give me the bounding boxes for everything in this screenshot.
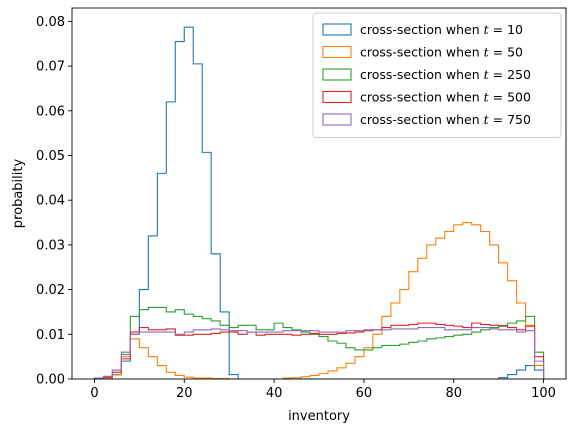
axes-frame — [71, 7, 567, 380]
y-tick-label: 0.08 — [36, 15, 65, 30]
y-tick-label: 0.02 — [36, 283, 65, 298]
legend-swatch — [322, 90, 352, 104]
legend-swatch — [322, 113, 352, 126]
legend-swatch — [322, 68, 352, 81]
x-tick-label: 40 — [266, 386, 283, 401]
series-step-3 — [93, 306, 545, 379]
y-tick-label: 0.05 — [36, 149, 65, 164]
x-tick-label: 60 — [356, 386, 373, 401]
legend-label: cross-section when t = 50 — [360, 45, 523, 60]
y-tick-label: 0.03 — [36, 238, 65, 253]
y-tick-label: 0.07 — [36, 60, 65, 75]
y-tick-label: 0.00 — [36, 373, 65, 388]
x-axis-title: inventory — [288, 409, 350, 424]
y-tick-label: 0.04 — [36, 194, 65, 209]
legend-label: cross-section when t = 250 — [360, 67, 531, 82]
x-tick-label: 20 — [176, 386, 193, 401]
legend-label: cross-section when t = 500 — [360, 90, 531, 105]
x-tick-label: 80 — [445, 386, 462, 401]
series-step-2 — [93, 222, 545, 380]
axes-layer: 0 20 40 60 80 100 0.00 0.01 0.02 0.03 0.04 0.05 0.06… — [36, 7, 567, 401]
x-tick-label: 100 — [531, 386, 556, 401]
legend-label: cross-section when t = 750 — [360, 112, 531, 127]
y-axis-title: probability — [11, 159, 26, 229]
legend-box — [312, 12, 562, 138]
series-step-4 — [93, 322, 545, 380]
legend-swatch — [322, 23, 352, 36]
legend-label: cross-section when t = 10 — [360, 22, 523, 37]
legend-swatch — [322, 45, 352, 59]
y-tick-label: 0.06 — [36, 104, 65, 119]
legend: cross-section when t = 10 cross-section w… — [312, 12, 562, 138]
y-tick-label: 0.01 — [36, 328, 65, 343]
x-tick-label: 0 — [90, 386, 98, 401]
series-step-5 — [93, 327, 545, 379]
